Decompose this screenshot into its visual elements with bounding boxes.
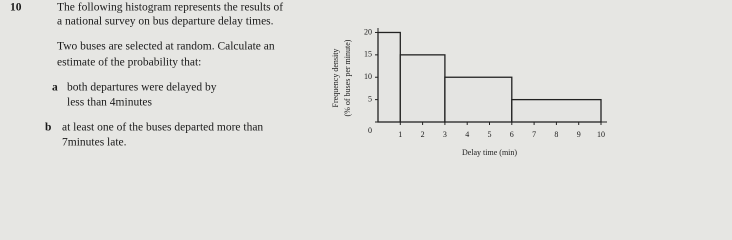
x-axis-label: Delay time (min) <box>462 148 517 157</box>
x-tick-label: 9 <box>577 130 581 139</box>
bar <box>399 54 446 123</box>
part-label: a <box>52 82 58 94</box>
question-text: estimate of the probability that: <box>57 57 201 69</box>
y-tick-label: 20 <box>364 27 372 36</box>
x-tick-label: 6 <box>510 130 514 139</box>
x-tick-label: 3 <box>443 130 447 139</box>
x-tick-label: 10 <box>597 130 605 139</box>
question-text: The following histogram represents the r… <box>57 2 283 14</box>
x-tick-label: 8 <box>554 130 558 139</box>
question-text: Two buses are selected at random. Calcul… <box>57 41 275 53</box>
x-tick-label: 2 <box>421 130 425 139</box>
part-text: less than 4minutes <box>67 97 152 109</box>
part-text: at least one of the buses departed more … <box>62 122 263 134</box>
x-tick-label: 7 <box>532 130 536 139</box>
page: 10 The following histogram represents the… <box>0 0 732 161</box>
bar <box>444 76 513 123</box>
y-axis-label: Frequency density <box>331 49 340 108</box>
y-tick-label: 10 <box>364 72 372 81</box>
x-tick-label: 5 <box>488 130 492 139</box>
question-number: 10 <box>10 2 22 14</box>
part-label: b <box>45 122 51 134</box>
part-text: 7minutes late. <box>62 137 127 149</box>
y-tick-label: 15 <box>364 50 372 59</box>
question-text: a national survey on bus departure delay… <box>57 16 274 28</box>
y-axis-label: (% of buses per minute) <box>343 39 352 116</box>
y-tick-label: 0 <box>368 126 372 135</box>
bar <box>511 98 602 123</box>
bar <box>377 31 401 123</box>
paper <box>0 0 732 161</box>
x-tick-label: 1 <box>398 130 402 139</box>
part-text: both departures were delayed by <box>67 82 217 94</box>
x-tick-label: 4 <box>465 130 469 139</box>
y-tick-label: 5 <box>368 94 372 103</box>
